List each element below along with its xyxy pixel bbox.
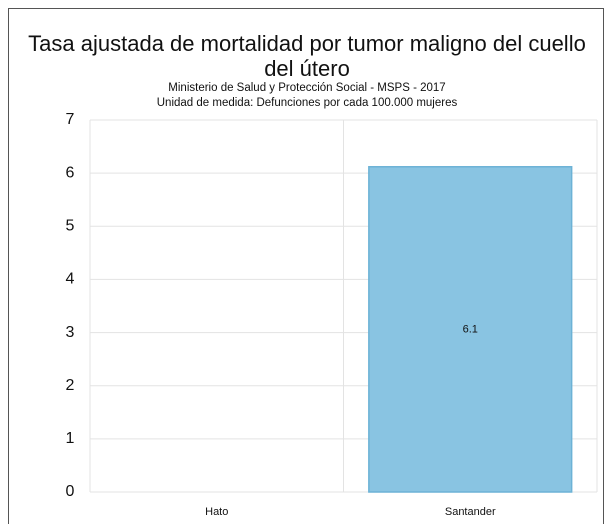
chart-subtitle: Ministerio de Salud y Protección Social … <box>168 82 446 94</box>
x-tick-label: Hato <box>205 506 228 518</box>
y-tick-label: 5 <box>66 218 75 235</box>
y-tick-label: 3 <box>66 324 75 341</box>
y-tick-label: 2 <box>66 377 75 394</box>
y-tick-label: 0 <box>66 483 75 500</box>
y-tick-label: 7 <box>66 111 75 128</box>
chart-frame <box>8 8 604 524</box>
chart-subtitle: Unidad de medida: Defunciones por cada 1… <box>156 97 458 109</box>
y-tick-label: 1 <box>66 430 75 447</box>
bar <box>368 166 573 493</box>
y-tick-label: 6 <box>66 164 75 181</box>
chart-title: Tasa ajustada de mortalidad por tumor ma… <box>28 31 586 81</box>
x-tick-label: Santander <box>445 506 496 518</box>
data-label: 6.1 <box>463 323 478 335</box>
y-tick-label: 4 <box>66 271 75 288</box>
